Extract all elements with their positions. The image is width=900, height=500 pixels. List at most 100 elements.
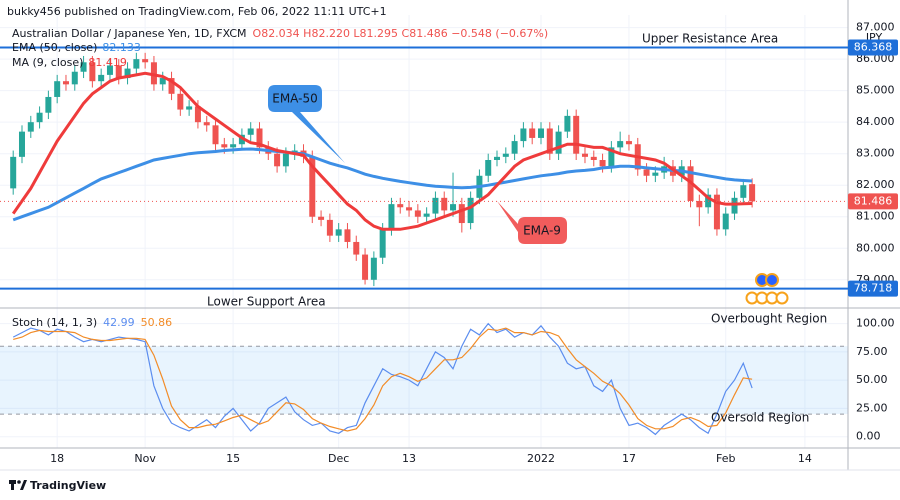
candle-body bbox=[124, 68, 131, 79]
indicator-line bbox=[11, 71, 753, 231]
candle-body bbox=[230, 144, 237, 148]
stoch-band bbox=[0, 346, 848, 415]
candle-body bbox=[388, 204, 395, 230]
candle-body bbox=[370, 257, 377, 280]
y-tick-label: 25.00 bbox=[856, 401, 888, 414]
annotation: Overbought Region bbox=[711, 312, 827, 326]
candle-body bbox=[397, 204, 404, 208]
ohlc-legend: O82.034 H82.220 L81.295 C81.486 −0.548 (… bbox=[253, 27, 549, 40]
legend-value: 42.99 bbox=[103, 316, 135, 329]
candle-body bbox=[485, 160, 492, 176]
candle-body bbox=[335, 229, 342, 236]
candle-body bbox=[467, 197, 474, 224]
publisher-line: bukky456 published on TradingView.com, F… bbox=[7, 5, 387, 18]
candle-body bbox=[564, 115, 571, 132]
candle-body bbox=[502, 153, 509, 157]
candle-body bbox=[546, 128, 553, 154]
candle-body bbox=[458, 204, 465, 224]
candle-body bbox=[406, 207, 413, 211]
candle-body bbox=[520, 128, 527, 142]
candle-body bbox=[106, 65, 113, 75]
price-label-box bbox=[848, 280, 898, 297]
x-tick-label: 17 bbox=[622, 452, 636, 465]
indicator-line bbox=[12, 147, 753, 222]
candle-body bbox=[617, 141, 624, 148]
candle-body bbox=[590, 156, 597, 160]
candle-body bbox=[177, 93, 184, 110]
candle-body bbox=[740, 185, 747, 198]
legend-value: 81.419 bbox=[88, 56, 127, 69]
candle-body bbox=[573, 115, 580, 154]
candle-body bbox=[326, 219, 333, 236]
candle-body bbox=[379, 229, 386, 258]
price-label: 81.486 bbox=[854, 194, 893, 207]
candle-body bbox=[54, 81, 61, 97]
candle-body bbox=[45, 96, 52, 113]
candle-body bbox=[652, 172, 659, 176]
y-tick-label: 75.00 bbox=[856, 345, 888, 358]
candle-body bbox=[414, 210, 421, 217]
candle-body bbox=[441, 197, 448, 211]
ema50-callout bbox=[268, 85, 345, 163]
event-icon[interactable] bbox=[765, 273, 779, 287]
candle-body bbox=[194, 106, 201, 123]
price-label-box bbox=[848, 39, 898, 56]
price-label: 86.368 bbox=[854, 41, 893, 54]
x-tick-label: 13 bbox=[402, 452, 416, 465]
candle-body bbox=[625, 141, 632, 145]
annotation: Oversold Region bbox=[711, 411, 809, 425]
candle-body bbox=[98, 74, 105, 82]
event-icons bbox=[745, 273, 789, 305]
x-tick-label: Dec bbox=[328, 452, 349, 465]
symbol: Australian Dollar / Japanese Yen, 1D, FX… bbox=[12, 27, 247, 40]
candle-body bbox=[115, 65, 122, 79]
y-tick-label: 85.000 bbox=[856, 84, 895, 97]
candle-body bbox=[282, 153, 289, 167]
candle-body bbox=[309, 156, 316, 217]
candle-body bbox=[362, 254, 369, 280]
candle-body bbox=[27, 122, 34, 132]
candle-body bbox=[722, 213, 729, 230]
y-tick-label: 87.000 bbox=[856, 21, 895, 34]
candle-body bbox=[80, 62, 87, 72]
candle-body bbox=[62, 81, 69, 85]
y-tick-label: 0.00 bbox=[856, 430, 881, 443]
candle-body bbox=[89, 62, 96, 82]
x-tick-label: 14 bbox=[798, 452, 812, 465]
y-tick-label: 50.00 bbox=[856, 373, 888, 386]
candle-body bbox=[10, 156, 17, 189]
legend-value: 50.86 bbox=[141, 316, 173, 329]
price-label: 78.718 bbox=[854, 282, 893, 295]
footer-logo bbox=[9, 480, 27, 490]
candle-body bbox=[450, 204, 457, 211]
legend-value: 82.133 bbox=[102, 41, 141, 54]
annotation: Lower Support Area bbox=[207, 295, 326, 309]
callout-text: EMA-9 bbox=[523, 224, 561, 238]
plot bbox=[10, 52, 756, 436]
stoch-line bbox=[13, 327, 753, 432]
logo-part bbox=[20, 480, 27, 490]
candle-body bbox=[423, 213, 430, 217]
candle-body bbox=[432, 197, 439, 214]
candle-body bbox=[71, 71, 78, 85]
candle-body bbox=[537, 128, 544, 138]
candle-body bbox=[494, 156, 501, 160]
y-tick-label: 82.000 bbox=[856, 178, 895, 191]
x-tick-label: 18 bbox=[50, 452, 64, 465]
footer-brand: TradingView bbox=[30, 479, 106, 492]
candle-body bbox=[318, 216, 325, 220]
candle-body bbox=[511, 141, 518, 154]
annotation: Upper Resistance Area bbox=[642, 32, 778, 46]
candle-body bbox=[36, 112, 43, 123]
event-icon[interactable] bbox=[775, 291, 789, 305]
callout-text: EMA-50 bbox=[272, 92, 317, 106]
legend-name: EMA (50, close) bbox=[12, 41, 97, 54]
ema9-callout bbox=[497, 201, 567, 244]
candle-body bbox=[221, 144, 228, 148]
legend-name: MA (9, close) bbox=[12, 56, 83, 69]
candle-body bbox=[555, 131, 562, 154]
candle-body bbox=[731, 197, 738, 214]
x-tick-label: 2022 bbox=[527, 452, 555, 465]
candle-body bbox=[749, 184, 756, 202]
